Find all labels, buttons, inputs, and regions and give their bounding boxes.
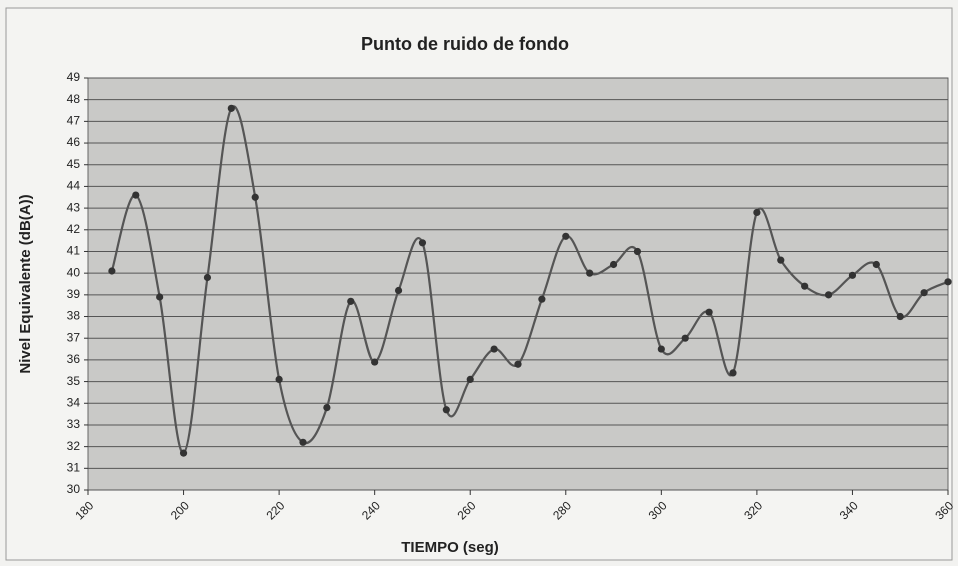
data-point xyxy=(609,260,618,269)
data-point xyxy=(824,291,833,299)
data-point xyxy=(562,232,570,240)
y-tick-label: 42 xyxy=(67,222,81,236)
y-tick-label: 38 xyxy=(67,309,81,323)
data-point xyxy=(848,271,857,279)
data-point xyxy=(920,289,928,297)
data-point xyxy=(466,375,474,384)
data-point xyxy=(275,375,283,384)
data-point xyxy=(227,104,235,112)
y-tick-label: 32 xyxy=(67,439,81,453)
data-point xyxy=(538,295,546,303)
chart-title: Punto de ruido de fondo xyxy=(361,34,569,54)
y-tick-label: 44 xyxy=(67,179,81,193)
data-point xyxy=(657,345,665,353)
y-axis-title: Nivel Equivalente (dB(A)) xyxy=(17,194,34,373)
data-point xyxy=(490,345,498,353)
data-point xyxy=(777,256,785,264)
y-tick-label: 30 xyxy=(67,482,81,496)
y-tick-label: 48 xyxy=(67,92,81,106)
y-tick-label: 49 xyxy=(67,70,81,84)
data-point xyxy=(179,449,188,457)
data-point xyxy=(132,191,140,199)
y-tick-label: 37 xyxy=(67,330,81,344)
data-point xyxy=(108,267,116,275)
data-point xyxy=(872,260,880,269)
data-point xyxy=(801,282,809,290)
y-tick-label: 39 xyxy=(67,287,81,301)
y-tick-label: 45 xyxy=(67,157,81,171)
data-point xyxy=(514,360,522,368)
y-tick-label: 31 xyxy=(67,460,81,474)
data-point xyxy=(251,193,259,201)
data-point xyxy=(418,239,427,247)
data-point xyxy=(944,278,952,286)
data-point xyxy=(371,358,379,366)
y-tick-label: 35 xyxy=(67,374,81,388)
data-point xyxy=(753,208,761,217)
y-tick-label: 36 xyxy=(67,352,81,366)
data-point xyxy=(299,438,307,446)
data-point xyxy=(633,247,642,256)
y-tick-label: 47 xyxy=(67,114,81,128)
y-tick-label: 34 xyxy=(67,395,81,409)
data-point xyxy=(729,369,737,377)
data-point xyxy=(681,334,689,342)
data-point xyxy=(323,404,331,412)
data-point xyxy=(896,312,904,321)
data-point xyxy=(705,308,713,316)
y-tick-label: 40 xyxy=(67,265,81,279)
data-point xyxy=(347,297,355,305)
data-point xyxy=(156,293,164,301)
data-point xyxy=(442,406,450,414)
y-tick-label: 43 xyxy=(67,200,81,214)
y-tick-label: 41 xyxy=(67,244,81,258)
plot-area xyxy=(87,77,949,491)
data-point xyxy=(203,273,212,282)
x-axis-title: TIEMPO (seg) xyxy=(401,539,499,556)
y-tick-label: 46 xyxy=(67,135,81,149)
y-tick-label: 33 xyxy=(67,417,81,431)
data-point xyxy=(394,286,403,295)
data-point xyxy=(586,269,594,277)
